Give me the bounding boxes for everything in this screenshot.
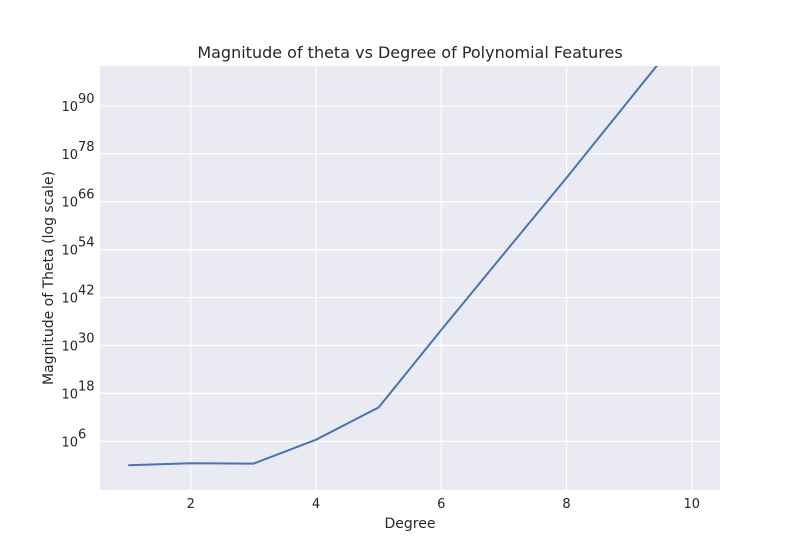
svg-text:6: 6 [78, 427, 86, 442]
svg-text:18: 18 [78, 379, 95, 394]
svg-text:10: 10 [61, 292, 78, 307]
svg-text:10: 10 [61, 387, 78, 402]
x-tick-label: 10 [684, 497, 701, 512]
svg-text:66: 66 [78, 188, 95, 203]
svg-text:10: 10 [61, 100, 78, 115]
svg-text:10: 10 [61, 196, 78, 211]
x-tick-label: 8 [562, 497, 570, 512]
series-line [128, 66, 658, 467]
svg-text:10: 10 [61, 148, 78, 163]
grid-lines [100, 66, 720, 490]
svg-text:30: 30 [78, 331, 95, 346]
x-tick-labels: 2 4 6 8 10 [187, 497, 700, 512]
svg-text:10: 10 [61, 244, 78, 259]
svg-text:78: 78 [78, 140, 95, 155]
svg-text:10: 10 [61, 339, 78, 354]
y-tick-label: 106 [61, 427, 86, 450]
plot-background [100, 66, 720, 490]
x-tick-label: 6 [437, 497, 445, 512]
svg-text:10: 10 [61, 435, 78, 450]
y-axis-label: Magnitude of Theta (log scale) [41, 171, 57, 385]
x-tick-label: 4 [312, 497, 320, 512]
x-tick-label: 2 [187, 497, 195, 512]
chart-title: Magnitude of theta vs Degree of Polynomi… [197, 43, 622, 62]
svg-text:54: 54 [78, 236, 95, 251]
series-group [128, 66, 658, 467]
svg-text:90: 90 [78, 92, 95, 107]
svg-text:42: 42 [78, 284, 95, 299]
x-axis-label: Degree [385, 516, 436, 532]
